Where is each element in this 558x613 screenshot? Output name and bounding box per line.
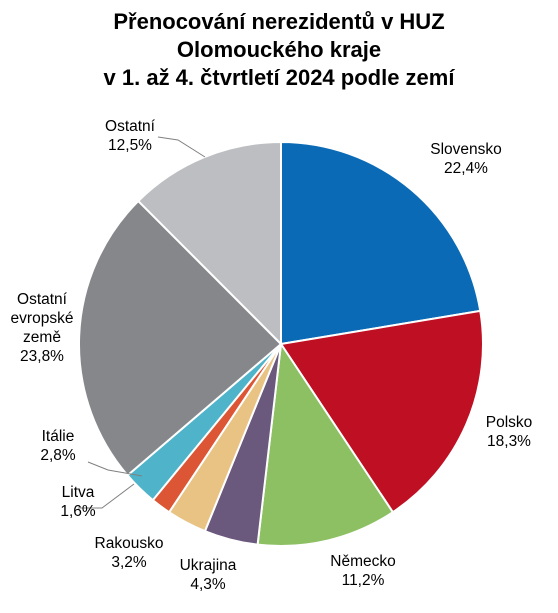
- slice-label-3: Ukrajina 4,3%: [180, 557, 237, 593]
- slice-label-1: Polsko 18,3%: [486, 414, 533, 450]
- pie-slice-2: [256, 341, 395, 547]
- chart-title-line-3: v 1. až 4. čtvrtletí 2024 podle zemí: [103, 65, 455, 90]
- pie-slice-7: [78, 199, 283, 477]
- slice-label-4: Rakousko 3,2%: [95, 535, 164, 571]
- leader-line-5: [78, 483, 135, 509]
- slice-labels: Slovensko 22,4% Polsko 18,3% Německo 11,2% Ukr…: [11, 118, 533, 593]
- leader-line-6: [87, 461, 143, 477]
- chart-title-line-2: Olomouckého kraje: [176, 37, 382, 62]
- pie-slice-1: [279, 309, 484, 514]
- pie-slices: [78, 140, 484, 547]
- chart-title: Přenocování nerezidentů v HUZ Olomouckéh…: [0, 8, 558, 92]
- slice-label-2: Německo 11,2%: [330, 553, 395, 589]
- leader-lines: [78, 136, 206, 509]
- slice-label-5: Litva 1,6%: [60, 484, 96, 520]
- slice-label-8: Ostatní 12,5%: [105, 118, 156, 154]
- slice-label-0: Slovensko 22,4%: [430, 141, 502, 177]
- slice-label-6: Itálie 2,8%: [40, 428, 76, 464]
- pie-slice-0: [280, 140, 482, 346]
- leader-line-8: [157, 136, 206, 158]
- slice-label-7: Ostatní evropské země 23,8%: [11, 291, 74, 365]
- pie-slice-8: [136, 140, 282, 347]
- chart-title-line-1: Přenocování nerezidentů v HUZ: [113, 9, 445, 34]
